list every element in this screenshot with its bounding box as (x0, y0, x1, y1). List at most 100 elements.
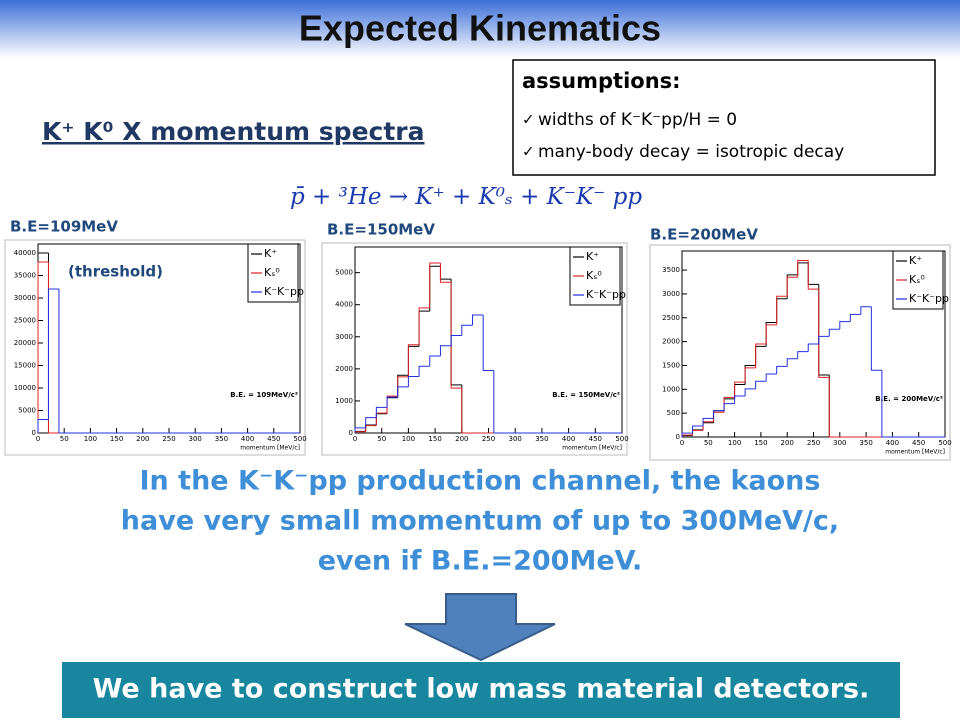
y-tick-label: 40000 (14, 249, 36, 257)
histogram-bin (681, 432, 693, 437)
x-axis-label: momentum [MeV/c] (562, 445, 622, 452)
x-tick-label: 350 (535, 435, 548, 443)
legend-label: K⁺ (586, 250, 599, 263)
y-tick-label: 3000 (335, 333, 353, 341)
y-tick-label: 10000 (14, 384, 36, 392)
histogram-bin (765, 373, 777, 382)
chart-note: B.E. = 150MeV/c² (552, 391, 620, 399)
histogram-bin (807, 343, 819, 352)
legend-label: Kₛ⁰ (586, 269, 602, 282)
histogram-bin (744, 388, 756, 396)
histogram-bin (493, 370, 505, 434)
histogram-bin (429, 262, 441, 308)
legend-label: K⁺ (909, 254, 922, 267)
y-tick-label: 20000 (14, 339, 36, 347)
histogram-bin (418, 365, 430, 377)
histogram-bin (37, 261, 49, 433)
x-tick-label: 450 (912, 439, 925, 447)
x-tick-label: 500 (615, 435, 628, 443)
histogram-bin (461, 324, 473, 336)
histogram-bin (776, 295, 788, 325)
histogram-bin (397, 386, 409, 398)
chart-title: B.E=200MeV (650, 226, 758, 244)
histogram-bin (881, 370, 893, 438)
legend-label: K⁻K⁻pp (586, 288, 626, 301)
y-tick-label: 2500 (662, 314, 680, 322)
x-tick-label: 100 (84, 435, 97, 443)
legend-label: Kₛ⁰ (264, 266, 280, 279)
y-tick-label: 2000 (662, 338, 680, 346)
histogram-bin (407, 344, 420, 377)
y-tick-label: 15000 (14, 362, 36, 370)
x-tick-label: 300 (833, 439, 846, 447)
x-tick-label: 500 (293, 435, 306, 443)
x-tick-label: 400 (562, 435, 575, 443)
histogram-bin (386, 396, 398, 408)
banner-text: We have to construct low mass material d… (93, 674, 870, 705)
x-tick-label: 150 (110, 435, 123, 443)
arrow (404, 593, 556, 662)
y-tick-label: 25000 (14, 317, 36, 325)
histogram-bin (713, 410, 725, 419)
y-tick-label: 500 (667, 409, 680, 417)
conclusion: In the K⁻K⁻pp production channel, the ka… (121, 466, 839, 577)
histogram-bin (37, 419, 49, 433)
histogram-bin (828, 377, 840, 438)
x-tick-label: 100 (402, 435, 415, 443)
x-tick-label: 200 (781, 439, 794, 447)
x-tick-label: 0 (36, 435, 40, 443)
legend-label: K⁻K⁻pp (909, 292, 949, 305)
histogram-bin (755, 380, 767, 389)
histogram-bin (818, 289, 830, 378)
legend-label: K⁻K⁻pp (264, 285, 304, 298)
histogram-bin (734, 381, 746, 398)
legend-label: Kₛ⁰ (909, 273, 925, 286)
y-tick-label: 1000 (662, 385, 680, 393)
x-tick-label: 100 (728, 439, 741, 447)
x-tick-label: 250 (482, 435, 495, 443)
chart-title: B.E=109MeV (10, 218, 118, 236)
x-tick-label: 50 (377, 435, 386, 443)
x-tick-label: 300 (189, 435, 202, 443)
x-tick-label: 250 (162, 435, 175, 443)
histogram-bin (765, 324, 777, 344)
y-tick-label: 4000 (335, 301, 353, 309)
chart-title: B.E=150MeV (327, 221, 435, 239)
check-mark: ✓ (522, 143, 535, 161)
histogram-bin (702, 417, 714, 427)
conclusion-line: have very small momentum of up to 300MeV… (121, 506, 839, 537)
histogram-bin (849, 313, 861, 322)
y-tick-label: 3000 (662, 290, 680, 298)
title-bar (0, 0, 960, 58)
histogram-bin (439, 263, 452, 283)
histogram-bin (354, 427, 366, 433)
histogram-bin (744, 367, 756, 383)
x-tick-label: 200 (136, 435, 149, 443)
x-axis-label: momentum [MeV/c] (240, 445, 300, 452)
histogram-bin (482, 314, 494, 371)
x-tick-label: 400 (886, 439, 899, 447)
legend-label: K⁺ (264, 247, 277, 260)
x-axis-label: momentum [MeV/c] (885, 449, 945, 456)
x-tick-label: 500 (938, 439, 951, 447)
x-tick-label: 400 (241, 435, 254, 443)
banner (62, 662, 900, 718)
histogram-bin (860, 306, 872, 315)
chart-note: B.E. = 109MeV/c² (230, 391, 298, 399)
assumption-item: widths of K⁻K⁻pp/H = 0 (538, 110, 737, 130)
chart-note: B.E. = 200MeV/c² (875, 395, 943, 403)
x-tick-label: 150 (428, 435, 441, 443)
y-tick-label: 30000 (14, 294, 36, 302)
histogram-bin (418, 307, 430, 345)
assumption-item: many-body decay = isotropic decay (538, 142, 844, 162)
y-tick-label: 0 (676, 433, 680, 441)
histogram-bin (786, 358, 798, 367)
histogram-bin (776, 365, 788, 375)
y-tick-label: 1000 (335, 397, 353, 405)
histogram-bin (807, 260, 819, 290)
x-tick-label: 350 (215, 435, 228, 443)
x-tick-label: 0 (353, 435, 357, 443)
y-tick-label: 1500 (662, 361, 680, 369)
histogram-bin (797, 351, 809, 359)
